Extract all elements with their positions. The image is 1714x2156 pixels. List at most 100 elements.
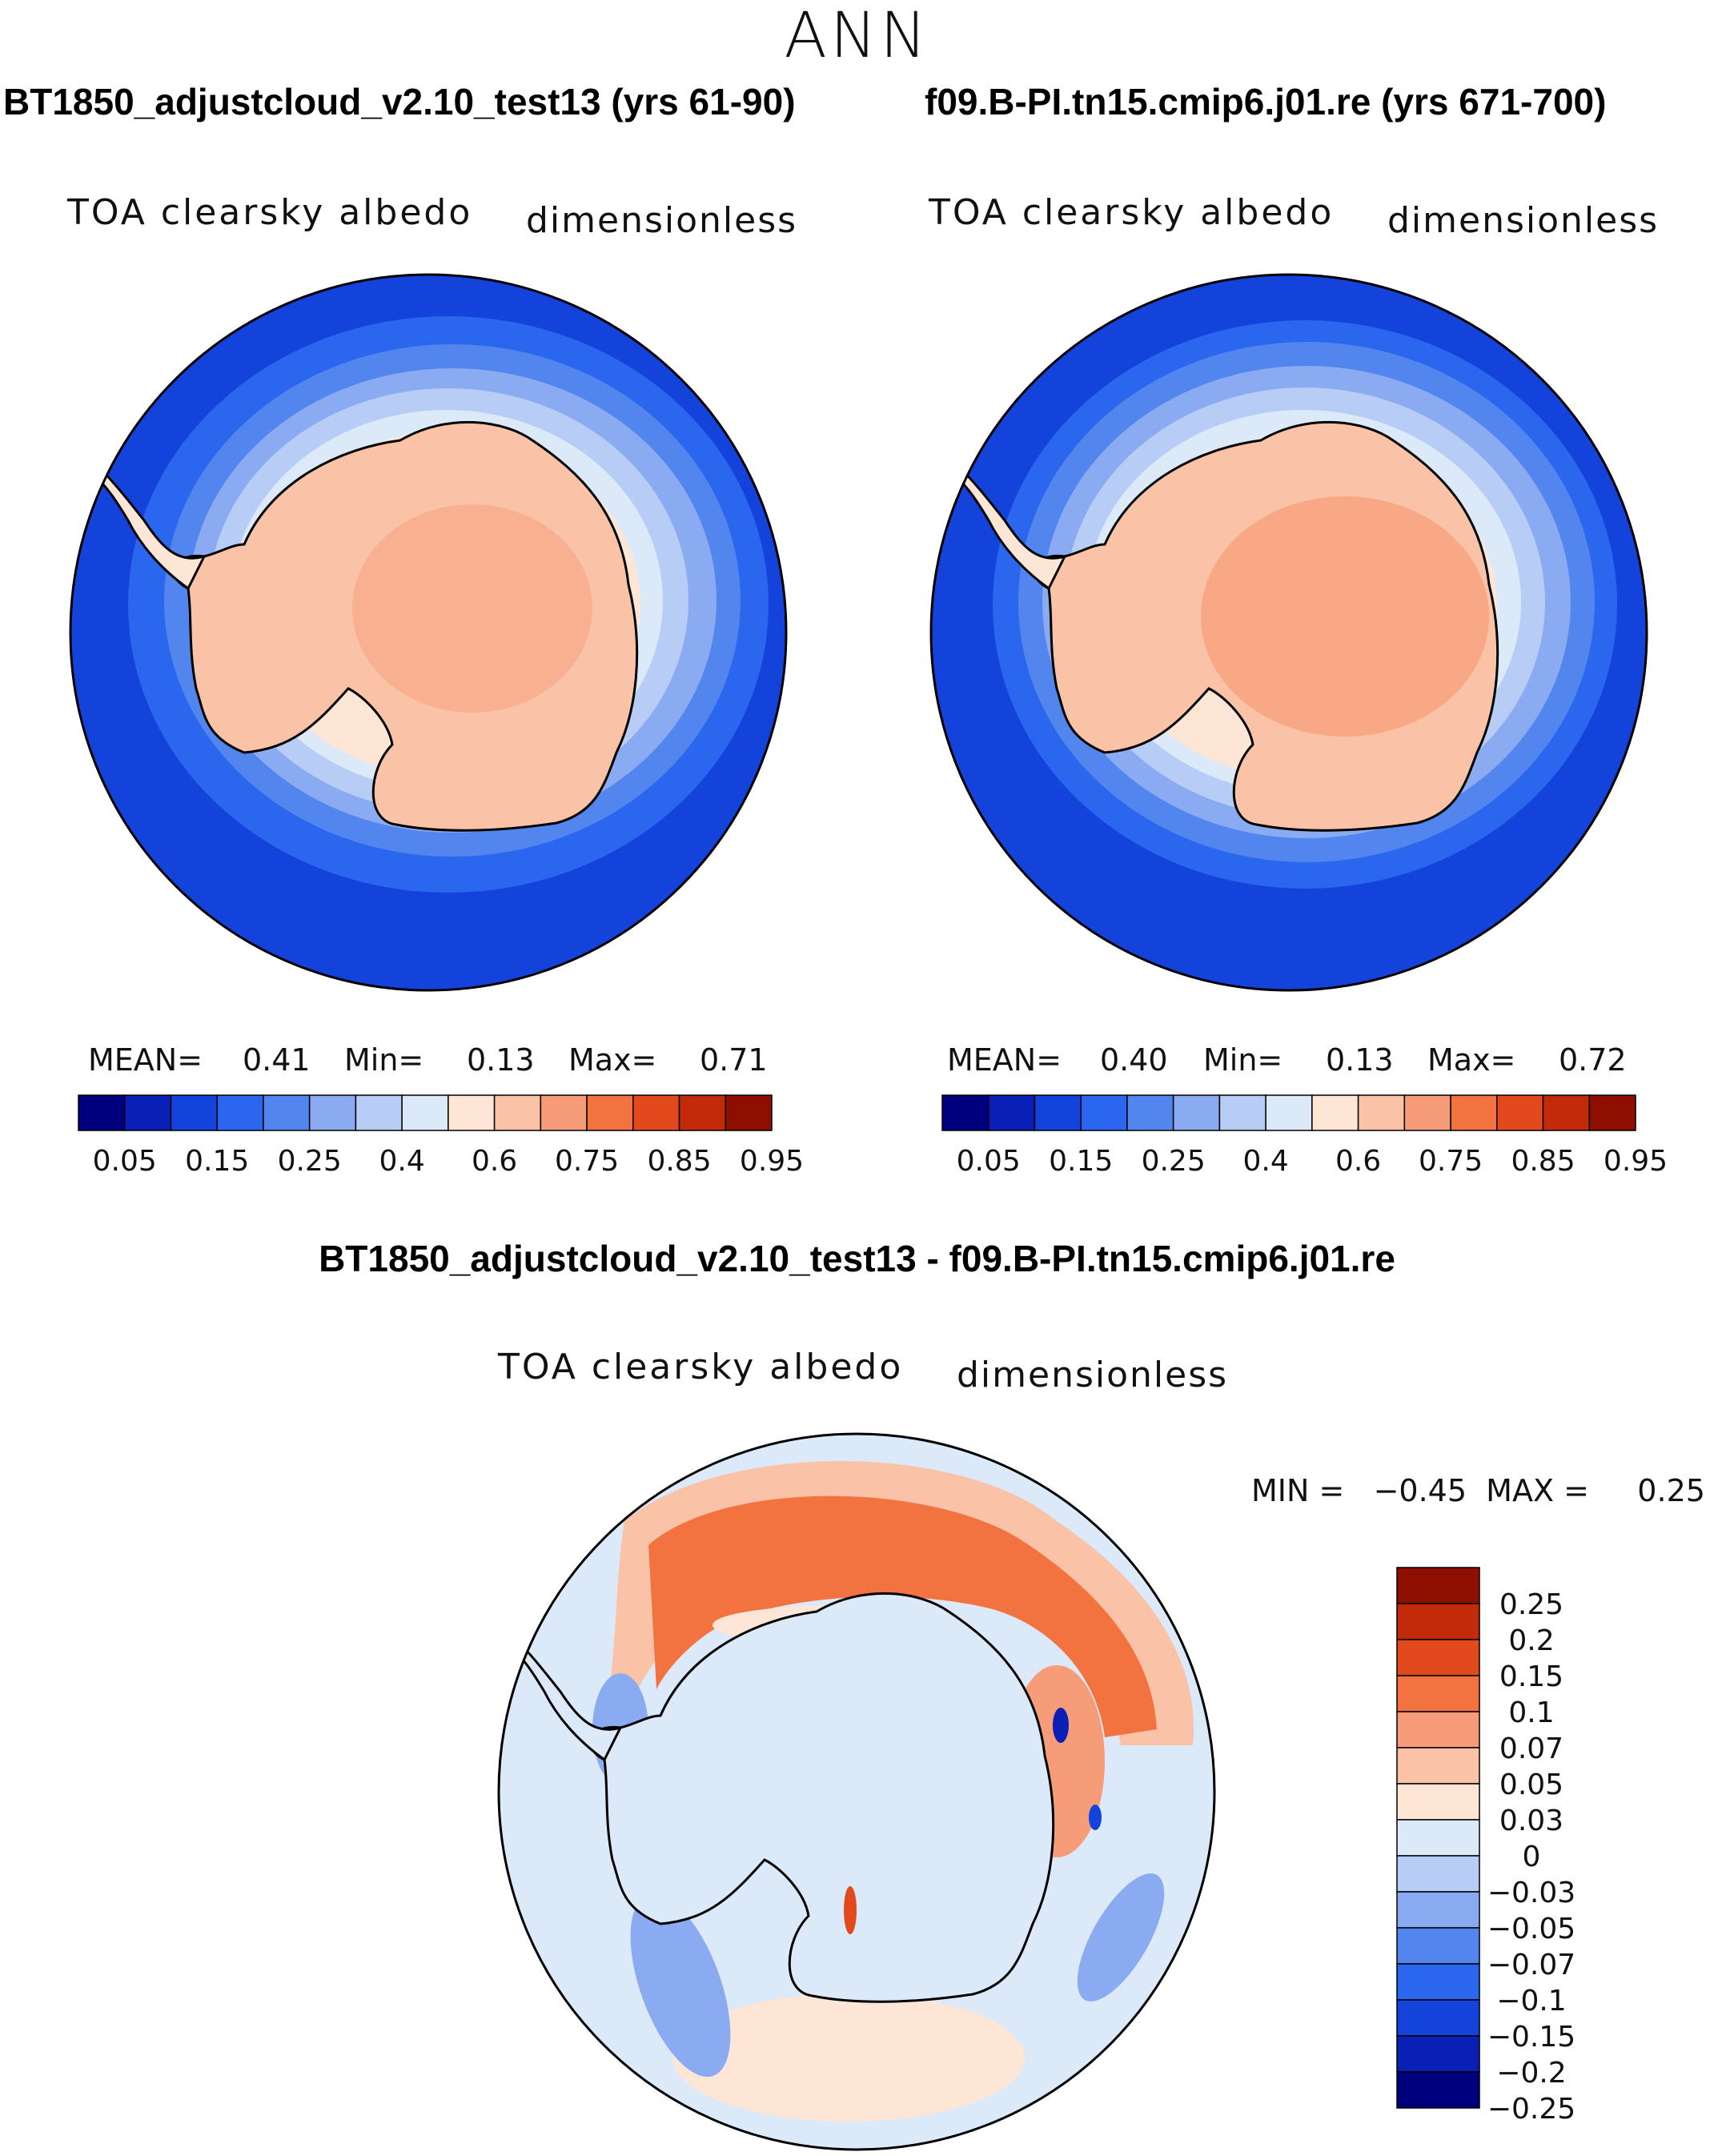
panel-2-colorbar-box xyxy=(1080,1094,1128,1131)
panel-2-colorbar-box xyxy=(1265,1094,1313,1131)
panel-2-map xyxy=(931,275,1647,990)
diff-colorbar-box xyxy=(1396,1963,1480,2001)
panel-1-colorbar-box xyxy=(678,1094,727,1131)
panel-1-colorbar-tick-label: 0.85 xyxy=(647,1145,711,1178)
diff-colorbar-box xyxy=(1396,1927,1480,1965)
panel-2-colorbar-box xyxy=(987,1094,1036,1131)
diff-colorbar-tick-label: 0.15 xyxy=(1499,1660,1563,1693)
panel-2-colorbar-box xyxy=(1542,1094,1591,1131)
panel-2-min-label: Min= xyxy=(1203,1042,1283,1078)
panel-1-colorbar-box xyxy=(493,1094,542,1131)
diff-colorbar-box xyxy=(1396,1603,1480,1640)
panel-1-colorbar-tick-label: 0.75 xyxy=(555,1145,619,1178)
panel-1-colorbar-box xyxy=(216,1094,264,1131)
panel-2-colorbar-tick-label: 0.95 xyxy=(1604,1145,1668,1178)
panel-1-colorbar-tick-label: 0.25 xyxy=(278,1145,342,1178)
panel-1-colorbar-box xyxy=(308,1094,357,1131)
diff-colorbar-box xyxy=(1396,2035,1480,2073)
diff-colorbar-tick-label: −0.25 xyxy=(1487,2093,1576,2126)
diff-map-border xyxy=(497,1432,1216,2151)
panel-2-colorbar-box xyxy=(1311,1094,1359,1131)
panel-1-colorbar-tick-label: 0.95 xyxy=(740,1145,804,1178)
diff-colorbar-tick-label: 0.07 xyxy=(1499,1732,1563,1765)
diff-panel-title: BT1850_adjustcloud_v2.10_test13 - f09.B-… xyxy=(319,1238,1395,1279)
panel-1-colorbar-box xyxy=(632,1094,680,1131)
panel-1-min-label: Min= xyxy=(344,1042,424,1078)
season-title: ANN xyxy=(784,0,930,72)
panel-2-colorbar-box xyxy=(1218,1094,1266,1131)
panel-2-colorbar-tick-label: 0.4 xyxy=(1243,1145,1289,1178)
panel-1-colorbar-tick-label: 0.05 xyxy=(93,1145,157,1178)
diff-colorbar-tick-label: −0.15 xyxy=(1487,2021,1576,2054)
panel-2-colorbar-box xyxy=(1588,1094,1636,1131)
panel-2-colorbar-tick-label: 0.6 xyxy=(1335,1145,1381,1178)
diff-map xyxy=(499,1434,1214,2150)
panel-1-colorbar-box xyxy=(170,1094,218,1131)
panel-1-mean-label: MEAN= xyxy=(88,1042,203,1078)
diff-colorbar-tick-label: 0.05 xyxy=(1499,1769,1563,1801)
diff-colorbar-tick-label: −0.2 xyxy=(1496,2057,1566,2090)
panel-1-variable-label: TOA clearsky albedo xyxy=(67,192,473,233)
panel-1-colorbar-box xyxy=(725,1094,773,1131)
panel-1-mean-value: 0.41 xyxy=(243,1042,311,1078)
panel-1-colorbar-box xyxy=(540,1094,588,1131)
panel-2-colorbar-box xyxy=(1034,1094,1082,1131)
diff-colorbar-box xyxy=(1396,1639,1480,1676)
panel-1-colorbar-box xyxy=(401,1094,449,1131)
panel-2-colorbar-box xyxy=(1357,1094,1406,1131)
panel-1-units-label: dimensionless xyxy=(526,200,798,241)
diff-colorbar-tick-label: 0.1 xyxy=(1508,1696,1554,1729)
panel-1-map xyxy=(70,275,786,990)
diff-colorbar-tick-label: 0.2 xyxy=(1508,1624,1554,1657)
diff-colorbar-box xyxy=(1396,1855,1480,1893)
panel-1-colorbar-box xyxy=(263,1094,311,1131)
panel-2-colorbar-tick-label: 0.15 xyxy=(1049,1145,1113,1178)
diff-colorbar-tick-label: 0.03 xyxy=(1499,1805,1563,1837)
panel-2-colorbar-box xyxy=(1450,1094,1498,1131)
panel-2-variable-label: TOA clearsky albedo xyxy=(929,192,1335,233)
panel-2-colorbar-box xyxy=(1403,1094,1451,1131)
panel-1-max-label: Max= xyxy=(568,1042,657,1078)
diff-variable-label: TOA clearsky albedo xyxy=(498,1347,904,1387)
panel-2-mean-value: 0.40 xyxy=(1100,1042,1168,1078)
diff-colorbar-box xyxy=(1396,1819,1480,1857)
panel-2-colorbar-tick-label: 0.85 xyxy=(1511,1145,1575,1178)
diff-minmax-text: MIN = −0.45 MAX = 0.25 xyxy=(1251,1473,1705,1508)
panel-2-max-label: Max= xyxy=(1427,1042,1516,1078)
diff-units-label: dimensionless xyxy=(957,1355,1229,1395)
diff-colorbar-box xyxy=(1396,1675,1480,1712)
panel-2-mean-label: MEAN= xyxy=(947,1042,1062,1078)
diff-colorbar-box xyxy=(1396,1783,1480,1821)
panel-2-case-title: f09.B-PI.tn15.cmip6.j01.re (yrs 671-700) xyxy=(925,81,1607,122)
panel-2-min-value: 0.13 xyxy=(1326,1042,1394,1078)
diff-colorbar-tick-label: −0.1 xyxy=(1496,1985,1566,2017)
panel-2-colorbar-box xyxy=(941,1094,989,1131)
panel-2-colorbar-tick-label: 0.05 xyxy=(957,1145,1021,1178)
diff-colorbar-box xyxy=(1396,2071,1480,2109)
panel-2-max-value: 0.72 xyxy=(1559,1042,1627,1078)
panel-1-colorbar-box xyxy=(123,1094,172,1131)
panel-1-case-title: BT1850_adjustcloud_v2.10_test13 (yrs 61-… xyxy=(3,81,796,122)
diff-colorbar-tick-label: −0.07 xyxy=(1487,1949,1576,1981)
panel-2-colorbar-tick-label: 0.75 xyxy=(1419,1145,1483,1178)
diff-colorbar-tick-label: 0 xyxy=(1523,1841,1541,1873)
panel-1-colorbar-box xyxy=(78,1094,126,1131)
panel-1-colorbar-tick-label: 0.15 xyxy=(185,1145,249,1178)
panel-2-units-label: dimensionless xyxy=(1387,200,1660,241)
panel-1-colorbar-box xyxy=(586,1094,634,1131)
panel-2-colorbar-box xyxy=(1126,1094,1174,1131)
diff-colorbar-box xyxy=(1396,1747,1480,1785)
panel-1-max-value: 0.71 xyxy=(700,1042,768,1078)
panel-2-colorbar-box xyxy=(1172,1094,1221,1131)
diff-colorbar-box xyxy=(1396,1567,1480,1604)
panel-1-colorbar-box xyxy=(448,1094,496,1131)
diff-colorbar-box xyxy=(1396,1711,1480,1748)
diff-colorbar-tick-label: 0.25 xyxy=(1499,1588,1563,1621)
diff-colorbar-tick-label: −0.05 xyxy=(1487,1913,1576,1945)
panel-1-map-border xyxy=(69,273,788,992)
diff-colorbar-box xyxy=(1396,1999,1480,2037)
panel-1-min-value: 0.13 xyxy=(467,1042,535,1078)
panel-1-colorbar-box xyxy=(355,1094,403,1131)
panel-1-colorbar-tick-label: 0.4 xyxy=(379,1145,425,1178)
diff-colorbar-box xyxy=(1396,1891,1480,1929)
